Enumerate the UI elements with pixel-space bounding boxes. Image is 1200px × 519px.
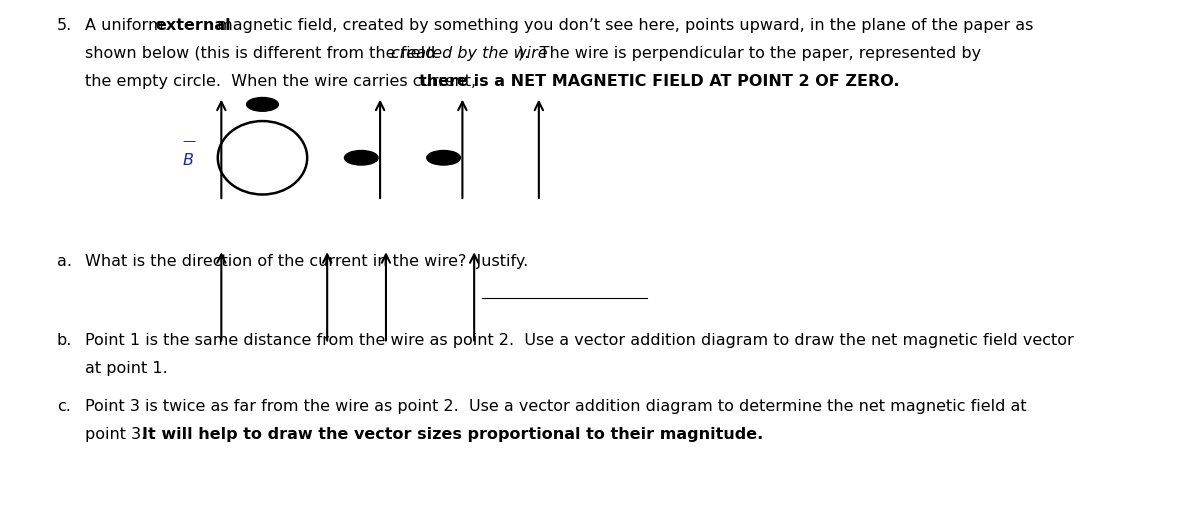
Text: the empty circle.  When the wire carries current,: the empty circle. When the wire carries …: [85, 74, 481, 89]
Text: It will help to draw the vector sizes proportional to their magnitude.: It will help to draw the vector sizes pr…: [142, 427, 763, 442]
Circle shape: [247, 98, 278, 111]
Text: What is the direction of the current in the wire?  Justify.: What is the direction of the current in …: [85, 254, 528, 269]
Text: ).  The wire is perpendicular to the paper, represented by: ). The wire is perpendicular to the pape…: [518, 46, 982, 61]
Text: c.: c.: [56, 400, 71, 414]
Text: b.: b.: [56, 333, 72, 348]
Circle shape: [344, 151, 378, 165]
Text: there is a NET MAGNETIC FIELD AT POINT 2 OF ZERO.: there is a NET MAGNETIC FIELD AT POINT 2…: [420, 74, 900, 89]
Text: a.: a.: [56, 254, 72, 269]
Text: external: external: [155, 18, 230, 33]
Text: —: —: [182, 134, 196, 147]
Text: B: B: [182, 153, 193, 168]
Circle shape: [427, 151, 461, 165]
Text: shown below (this is different from the field: shown below (this is different from the …: [85, 46, 440, 61]
Text: Point 1 is the same distance from the wire as point 2.  Use a vector addition di: Point 1 is the same distance from the wi…: [85, 333, 1074, 348]
Text: at point 1.: at point 1.: [85, 361, 168, 376]
Text: 5.: 5.: [56, 18, 72, 33]
Text: magnetic field, created by something you don’t see here, points upward, in the p: magnetic field, created by something you…: [212, 18, 1033, 33]
Text: point 3.: point 3.: [85, 427, 156, 442]
Text: Point 3 is twice as far from the wire as point 2.  Use a vector addition diagram: Point 3 is twice as far from the wire as…: [85, 400, 1026, 414]
Text: A uniform: A uniform: [85, 18, 169, 33]
Text: created by the wire: created by the wire: [391, 46, 548, 61]
